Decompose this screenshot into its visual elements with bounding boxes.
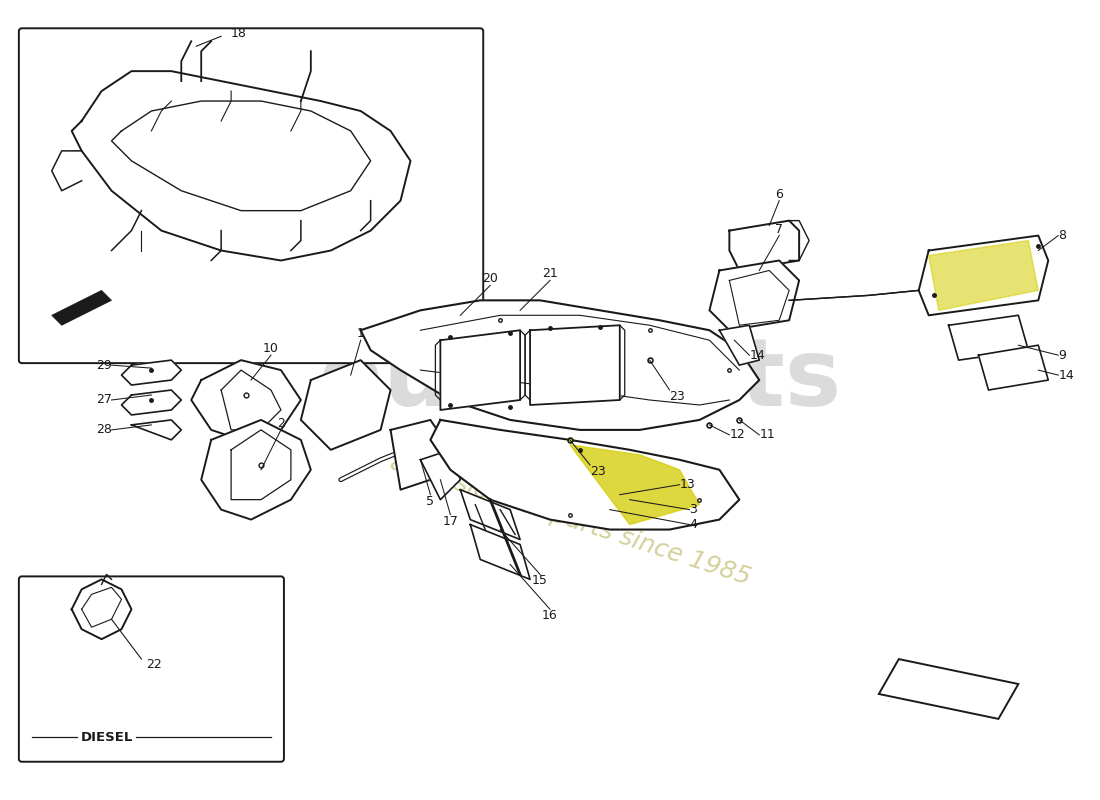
Polygon shape [191, 360, 301, 440]
Polygon shape [390, 420, 450, 490]
Text: 8: 8 [1058, 229, 1066, 242]
Text: 16: 16 [542, 610, 558, 622]
Polygon shape [440, 330, 520, 410]
Polygon shape [729, 221, 799, 270]
Text: 23: 23 [670, 390, 685, 403]
Text: a passion for parts since 1985: a passion for parts since 1985 [386, 450, 754, 590]
Text: 21: 21 [542, 267, 558, 281]
Polygon shape [420, 450, 460, 500]
Polygon shape [948, 315, 1028, 360]
Text: 11: 11 [759, 428, 775, 442]
Text: 27: 27 [96, 394, 111, 406]
Polygon shape [121, 360, 182, 385]
Text: 4: 4 [690, 518, 697, 531]
Text: 29: 29 [96, 358, 111, 372]
Text: 5: 5 [427, 494, 434, 508]
Text: 23: 23 [590, 465, 606, 478]
Text: 18: 18 [231, 26, 248, 40]
Polygon shape [719, 326, 759, 365]
Text: 20: 20 [482, 272, 498, 286]
Text: 9: 9 [1058, 349, 1066, 362]
Polygon shape [132, 420, 182, 440]
Polygon shape [301, 360, 390, 450]
Text: 10: 10 [263, 342, 279, 355]
Text: 28: 28 [96, 423, 111, 436]
Polygon shape [530, 326, 619, 405]
Text: 6: 6 [776, 188, 783, 201]
Text: 14: 14 [1058, 369, 1074, 382]
Polygon shape [430, 420, 739, 530]
FancyBboxPatch shape [19, 28, 483, 363]
Polygon shape [570, 445, 700, 525]
Polygon shape [918, 235, 1048, 315]
Polygon shape [471, 525, 530, 579]
Polygon shape [710, 261, 799, 330]
Polygon shape [879, 659, 1019, 719]
Text: 1: 1 [356, 327, 364, 340]
Text: 22: 22 [146, 658, 162, 670]
Text: DIESEL: DIESEL [80, 731, 133, 744]
Polygon shape [201, 420, 311, 519]
Polygon shape [928, 241, 1038, 310]
FancyBboxPatch shape [19, 576, 284, 762]
Text: 14: 14 [749, 349, 766, 362]
Polygon shape [52, 290, 111, 326]
Text: 3: 3 [690, 503, 697, 516]
Polygon shape [460, 490, 520, 539]
Text: 15: 15 [532, 574, 548, 587]
Polygon shape [979, 345, 1048, 390]
Text: 13: 13 [680, 478, 695, 491]
Text: 2: 2 [277, 417, 285, 430]
Text: europarts: europarts [319, 334, 842, 426]
Text: 7: 7 [776, 222, 783, 235]
Polygon shape [121, 390, 182, 415]
Text: 17: 17 [442, 514, 459, 528]
Polygon shape [361, 300, 759, 430]
Text: 12: 12 [729, 428, 745, 442]
